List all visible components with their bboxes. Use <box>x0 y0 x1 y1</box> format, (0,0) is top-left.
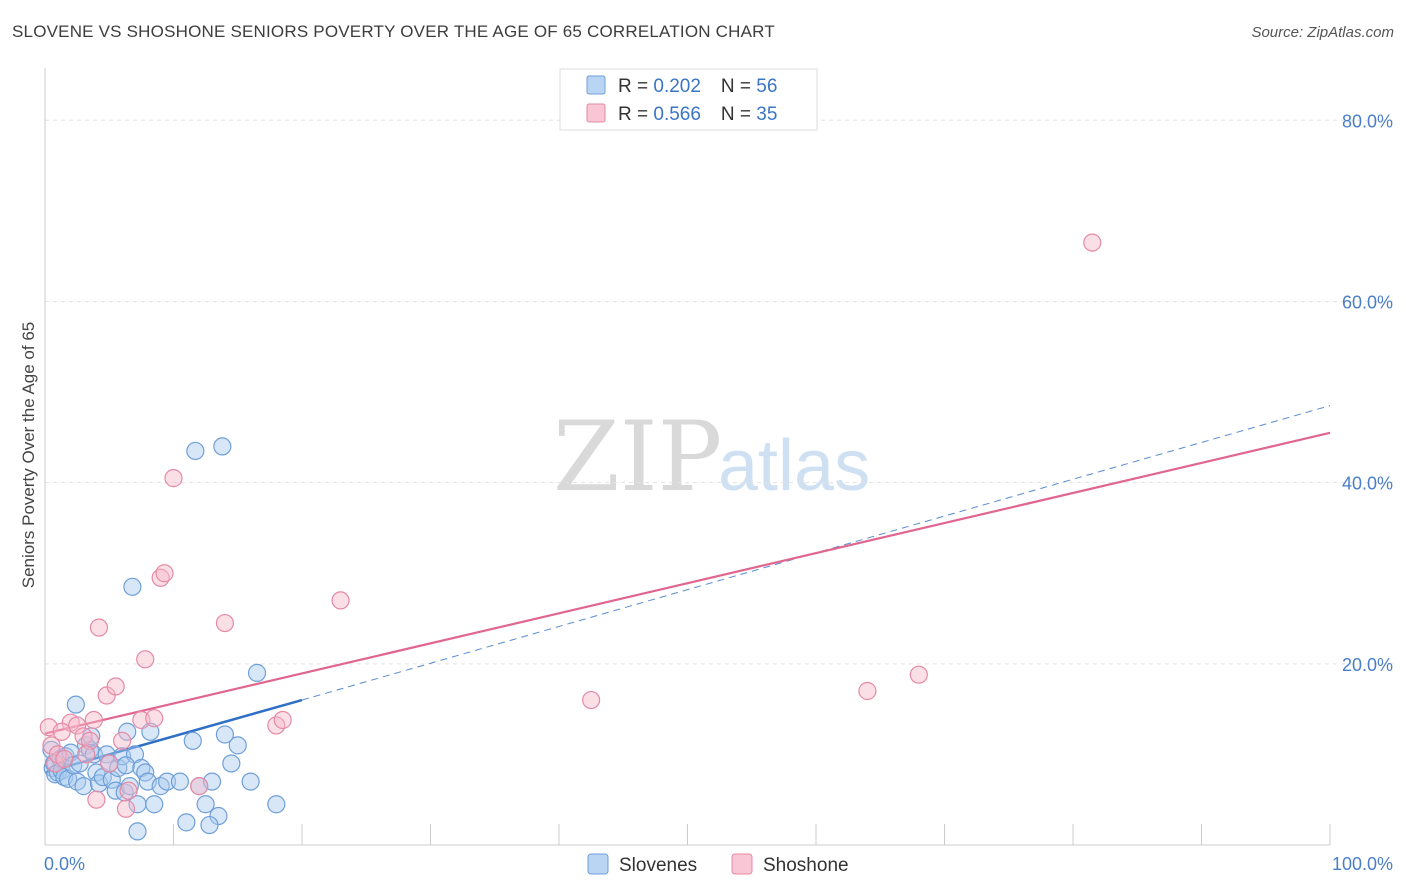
point-shoshone-26 <box>273 710 292 730</box>
point-slovenes-55 <box>267 795 286 814</box>
axes <box>44 68 1331 846</box>
point-shoshone-9 <box>84 710 103 730</box>
x-tick-label-0: 0.0% <box>44 854 85 874</box>
point-shoshone-13 <box>106 677 125 696</box>
point-slovenes-19 <box>84 745 103 764</box>
source-label: Source: ZipAtlas.com <box>1251 24 1394 41</box>
point-shoshone-19 <box>145 709 164 728</box>
point-slovenes-50 <box>215 725 234 744</box>
y-tick-label-0: 20.0% <box>1342 655 1393 675</box>
point-shoshone-1 <box>42 736 61 755</box>
legend-row-slovenes: R = 0.202 N = 56 <box>618 76 777 97</box>
grid-lines <box>45 119 1393 665</box>
point-shoshone-24 <box>215 613 234 633</box>
point-slovenes-51 <box>222 754 241 773</box>
point-slovenes-44 <box>177 813 196 832</box>
legend-label-slovenes: Slovenes <box>619 855 697 876</box>
y-axis-title: Seniors Poverty Over the Age of 65 <box>19 322 38 588</box>
point-slovenes-45 <box>183 731 202 750</box>
point-shoshone-27 <box>331 591 350 610</box>
watermark-zip: ZIP <box>553 401 722 513</box>
correlation-legend: R = 0.202 N = 56 R = 0.566 N = 35 <box>559 68 818 131</box>
point-shoshone-28 <box>582 690 601 710</box>
point-slovenes-57 <box>213 437 232 456</box>
point-slovenes-43 <box>170 772 190 791</box>
point-shoshone-29 <box>858 681 877 701</box>
point-slovenes-32 <box>123 577 142 596</box>
point-shoshone-23 <box>190 777 209 796</box>
point-slovenes-30 <box>118 722 137 741</box>
point-slovenes-26 <box>106 781 125 800</box>
point-shoshone-33 <box>52 722 71 741</box>
x-tick-labels: 0.0% 100.0% <box>44 854 1393 874</box>
point-shoshone-11 <box>89 618 109 637</box>
trend-line-shoshone <box>44 431 1331 735</box>
x-tick-label-1: 100.0% <box>1332 854 1393 874</box>
point-slovenes-54 <box>247 663 267 682</box>
point-slovenes-41 <box>157 772 177 791</box>
point-slovenes-34 <box>116 756 136 775</box>
point-slovenes-56 <box>186 441 205 461</box>
legend-swatch-slovenes <box>586 75 606 95</box>
point-shoshone-14 <box>112 731 132 750</box>
y-tick-labels: 20.0% 40.0% 60.0% 80.0% <box>1342 111 1393 675</box>
point-slovenes-47 <box>196 795 215 814</box>
legend-swatch-shoshone <box>586 103 606 123</box>
point-shoshone-4 <box>55 749 74 769</box>
legend-swatch-shoshone-bottom <box>731 853 753 875</box>
point-shoshone-34 <box>100 754 119 773</box>
chart-title: SLOVENE VS SHOSHONE SENIORS POVERTY OVER… <box>12 22 775 41</box>
point-shoshone-18 <box>136 650 155 669</box>
point-shoshone-32 <box>77 745 96 764</box>
legend-row-shoshone: R = 0.566 N = 35 <box>618 104 777 125</box>
point-shoshone-16 <box>119 781 138 800</box>
point-slovenes-58 <box>128 822 147 841</box>
point-slovenes-53 <box>241 772 260 791</box>
y-tick-label-3: 80.0% <box>1342 111 1393 131</box>
point-shoshone-31 <box>1083 233 1102 252</box>
watermark-atlas: atlas <box>718 426 870 506</box>
y-tick-label-2: 60.0% <box>1342 292 1393 312</box>
point-shoshone-22 <box>164 469 183 488</box>
point-shoshone-6 <box>68 716 87 735</box>
point-shoshone-15 <box>116 799 136 818</box>
point-slovenes-52 <box>228 736 247 755</box>
series-legend: Slovenes Shoshone <box>587 853 849 876</box>
legend-label-shoshone: Shoshone <box>763 855 849 876</box>
point-shoshone-10 <box>87 790 106 809</box>
data-points <box>39 233 1102 841</box>
point-slovenes-59 <box>200 815 219 835</box>
legend-swatch-slovenes-bottom <box>587 853 609 875</box>
point-shoshone-21 <box>155 564 174 583</box>
point-shoshone-30 <box>909 665 928 684</box>
point-slovenes-39 <box>145 795 164 814</box>
point-shoshone-8 <box>80 731 100 750</box>
point-slovenes-15 <box>74 777 93 796</box>
y-tick-label-1: 40.0% <box>1342 474 1393 494</box>
point-slovenes-14 <box>66 695 85 714</box>
